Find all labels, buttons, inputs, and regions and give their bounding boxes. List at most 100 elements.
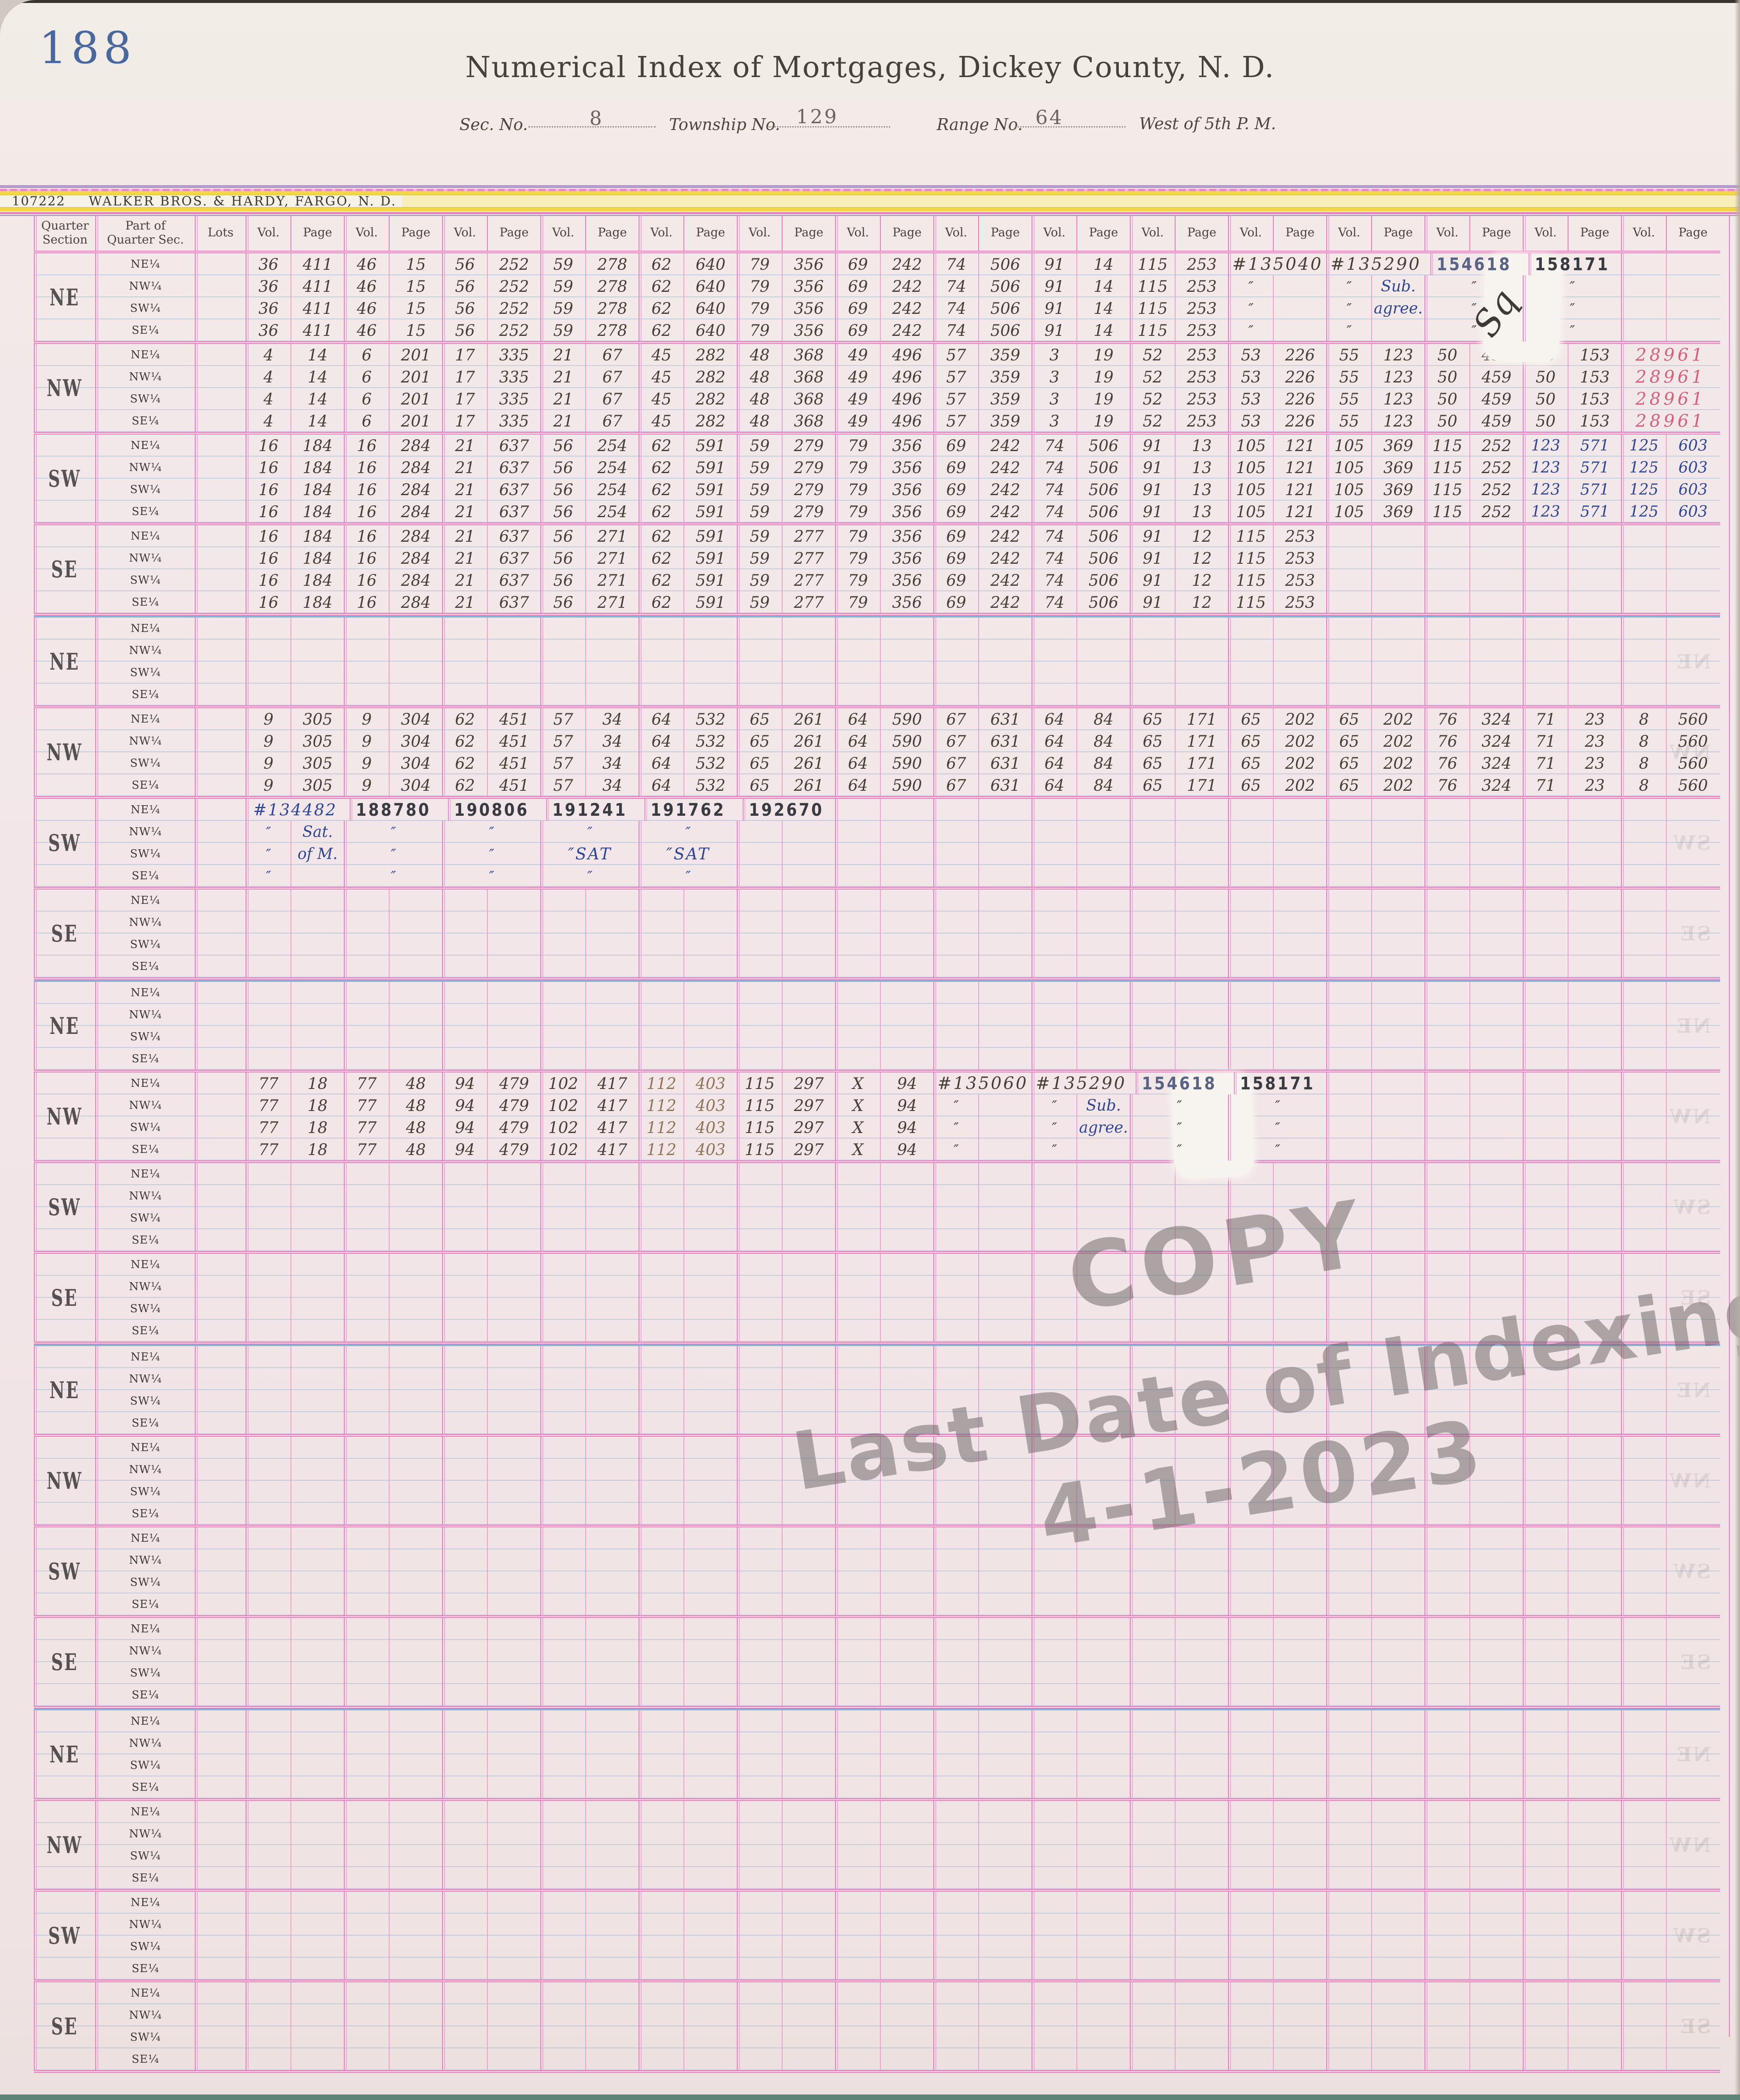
empty-cell (290, 1048, 344, 1070)
data-cell: 279 (782, 457, 835, 479)
empty-cell (585, 1459, 639, 1481)
empty-cell (1469, 1662, 1523, 1684)
empty-cell (487, 1684, 540, 1706)
quarter-block: NE NE¼ 36 411 46 15 56 252 59 278 62 640 79 356 69 242 7… (34, 253, 1720, 344)
data-cell: 188780 (349, 798, 436, 821)
empty-cell (1228, 1003, 1273, 1026)
data-cell: 94 (442, 1094, 487, 1117)
empty-cell (1371, 821, 1425, 843)
data-cell: 6 (344, 388, 389, 410)
empty-cell (1326, 1867, 1371, 1889)
empty-cell (683, 618, 737, 640)
part-label: SE¼ (95, 1047, 195, 1070)
data-cell: #135060 (933, 1072, 1032, 1095)
empty-cell (1621, 1163, 1666, 1186)
empty-cell (1425, 1593, 1469, 1616)
data-cell: 261 (782, 774, 835, 796)
empty-cell (487, 1958, 540, 1980)
data-cell: 123 (1371, 366, 1425, 388)
empty-cell (487, 1026, 540, 1048)
empty-cell (1228, 1710, 1273, 1733)
empty-cell (1469, 821, 1523, 843)
data-cell: 112 (639, 1116, 683, 1139)
empty-cell (290, 2026, 344, 2048)
part-label: SW¼ (95, 569, 195, 592)
data-cell: ″ (540, 864, 639, 887)
data-cell: 571 (1568, 435, 1621, 457)
quarter-col-cell (34, 253, 95, 276)
empty-cell (978, 1004, 1032, 1026)
empty-cell (1621, 661, 1666, 684)
data-cell: 356 (880, 525, 933, 547)
table-row: NW¼ 4 14 6 201 17 335 21 67 45 282 48 368 49 496 57 359 3… (34, 366, 1720, 388)
empty-cell (933, 2026, 978, 2049)
empty-cell (1523, 1891, 1568, 1914)
data-cell: 284 (389, 525, 442, 547)
empty-cell (585, 684, 639, 706)
part-label: SW¼ (95, 2026, 195, 2049)
empty-cell (1621, 683, 1666, 706)
empty-cell (540, 1618, 585, 1640)
part-label: SW¼ (95, 1207, 195, 1230)
table-row: SE¼ (34, 1867, 1720, 1889)
empty-cell (1326, 798, 1371, 821)
empty-cell (1326, 591, 1371, 614)
empty-cell (585, 1618, 639, 1640)
empty-cell (1032, 889, 1076, 912)
empty-cell (1273, 1640, 1326, 1662)
empty-cell (1666, 1571, 1719, 1593)
empty-cell (1425, 1072, 1469, 1095)
empty-cell (585, 1048, 639, 1070)
empty-cell (585, 1276, 639, 1298)
empty-cell (1621, 525, 1666, 548)
empty-cell (1568, 1320, 1621, 1342)
data-cell: 506 (1076, 479, 1130, 501)
empty-cell (1032, 2048, 1076, 2071)
table-row: NW¼ (34, 1640, 1720, 1662)
quarter-col-cell (34, 2026, 95, 2049)
empty-cell (1175, 2004, 1228, 2026)
quarter-col-cell (34, 1732, 95, 1755)
empty-cell (1666, 1527, 1719, 1549)
data-cell: 279 (782, 435, 835, 457)
empty-cell (835, 2004, 880, 2027)
empty-cell (1076, 1390, 1130, 1412)
empty-cell (880, 1754, 933, 1776)
data-cell: 451 (487, 708, 540, 730)
data-cell: agree. (1371, 297, 1425, 319)
part-label: NE¼ (95, 1618, 195, 1640)
empty-cell (1273, 1845, 1326, 1867)
empty-cell (1469, 1207, 1523, 1229)
empty-cell (1175, 1754, 1228, 1776)
empty-cell (782, 1684, 835, 1706)
empty-cell (835, 1571, 880, 1594)
lots-cell (195, 275, 246, 298)
empty-cell (1326, 1982, 1371, 2005)
empty-cell (1425, 1640, 1469, 1662)
empty-cell (835, 1527, 880, 1550)
empty-cell (1568, 889, 1621, 911)
empty-cell (1469, 1640, 1523, 1662)
empty-cell (1425, 1390, 1469, 1413)
data-cell: 65 (1228, 752, 1273, 775)
empty-cell (978, 1390, 1032, 1412)
data-cell: 603 (1666, 479, 1719, 501)
data-cell: 506 (978, 275, 1032, 297)
empty-cell (1568, 1571, 1621, 1593)
data-cell: 64 (835, 752, 880, 775)
data-cell: 91 (1032, 297, 1076, 320)
quarter-col-cell (34, 798, 95, 821)
empty-cell (1228, 981, 1273, 1004)
empty-cell (1568, 2004, 1621, 2026)
data-cell: 284 (389, 569, 442, 591)
empty-cell (1523, 2004, 1568, 2027)
bleed-through-label: NE (1675, 650, 1711, 673)
empty-cell (344, 889, 389, 912)
empty-cell (487, 1346, 540, 1368)
empty-cell (1425, 1368, 1469, 1391)
empty-cell (1666, 618, 1719, 640)
empty-cell (782, 1958, 835, 1980)
data-cell: 62 (639, 253, 683, 276)
data-cell: 64 (639, 752, 683, 775)
empty-cell (737, 1025, 782, 1048)
